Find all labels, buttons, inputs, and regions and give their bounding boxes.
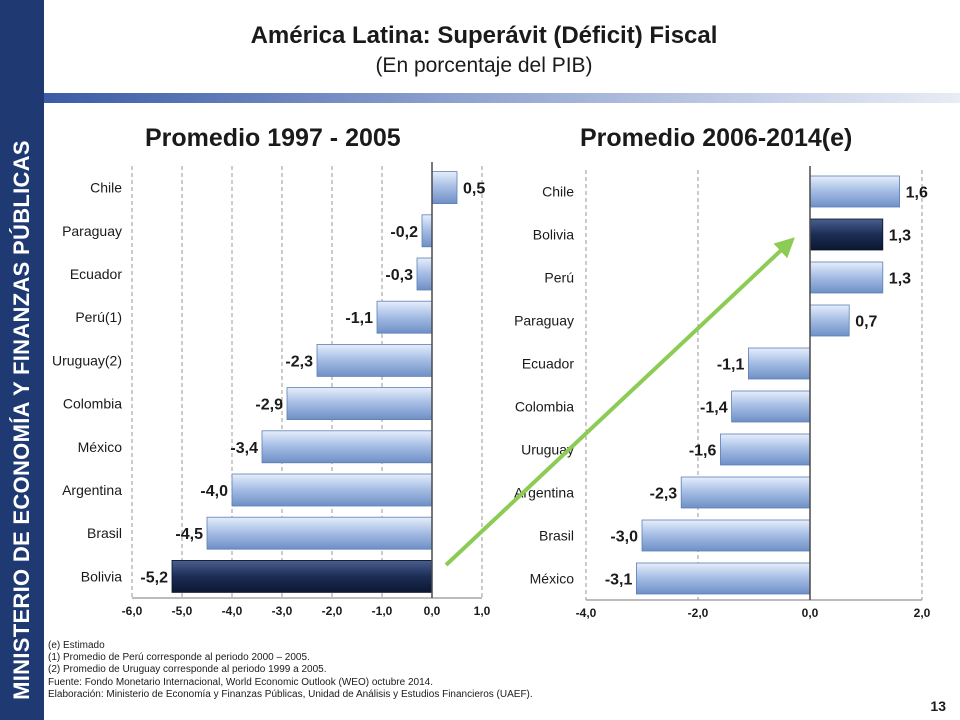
data-label: -0,2 bbox=[390, 224, 418, 241]
tick-label: -2,0 bbox=[322, 604, 343, 618]
data-label: -2,3 bbox=[285, 353, 313, 370]
bar bbox=[171, 560, 433, 593]
category-label: Chile bbox=[90, 180, 122, 196]
category-label: Bolivia bbox=[533, 227, 574, 243]
page-title: América Latina: Superávit (Déficit) Fisc… bbox=[250, 22, 718, 49]
page-subtitle: (En porcentaje del PIB) bbox=[375, 54, 593, 77]
data-label: -1,1 bbox=[717, 357, 745, 374]
footnote-peru: (1) Promedio de Perú corresponde al peri… bbox=[48, 652, 310, 664]
bar bbox=[636, 562, 811, 595]
data-label: -1,4 bbox=[700, 400, 728, 417]
data-label: 0,5 bbox=[463, 181, 485, 198]
category-label: Ecuador bbox=[522, 356, 574, 372]
tick-label: 2,0 bbox=[914, 606, 931, 620]
data-label: 1,3 bbox=[889, 228, 911, 245]
tick-label: -2,0 bbox=[688, 606, 709, 620]
data-label: -5,2 bbox=[140, 569, 168, 586]
bar bbox=[809, 175, 900, 208]
footnote-estimate: (e) Estimado bbox=[48, 640, 105, 651]
header-divider bbox=[44, 93, 960, 103]
category-label: Uruguay bbox=[521, 442, 574, 458]
tick-label: 1,0 bbox=[474, 604, 491, 618]
page-number: 13 bbox=[930, 698, 946, 714]
category-label: Perú(1) bbox=[75, 309, 122, 325]
category-label: Argentina bbox=[62, 482, 122, 498]
bar bbox=[641, 519, 811, 552]
data-label: -3,4 bbox=[230, 440, 258, 457]
bar bbox=[809, 218, 884, 251]
tick-label: -4,0 bbox=[222, 604, 243, 618]
data-label: -3,0 bbox=[610, 529, 638, 546]
data-label: -0,3 bbox=[385, 267, 413, 284]
left-chart-title: Promedio 1997 - 2005 bbox=[145, 124, 401, 152]
category-label: Brasil bbox=[87, 525, 122, 541]
category-label: Paraguay bbox=[62, 223, 122, 239]
data-label: 1,6 bbox=[906, 185, 928, 202]
bar bbox=[376, 300, 433, 334]
bar bbox=[206, 516, 433, 550]
category-label: Paraguay bbox=[514, 313, 574, 329]
category-label: Colombia bbox=[515, 399, 574, 415]
bar bbox=[261, 430, 433, 464]
bar bbox=[809, 304, 850, 337]
tick-label: -1,0 bbox=[372, 604, 393, 618]
prepared-by-note: Elaboración: Ministerio de Economía y Fi… bbox=[48, 688, 533, 700]
sidebar-band: MINISTERIO DE ECONOMÍA Y FINANZAS PÚBLIC… bbox=[0, 0, 44, 720]
data-label: 0,7 bbox=[855, 314, 877, 331]
bar bbox=[421, 214, 433, 248]
data-label: -1,1 bbox=[345, 310, 373, 327]
bar bbox=[748, 347, 811, 380]
data-label: -1,6 bbox=[689, 443, 717, 460]
bar bbox=[431, 171, 458, 205]
bar bbox=[231, 473, 433, 507]
data-label: -2,3 bbox=[650, 486, 678, 503]
bar bbox=[316, 343, 433, 377]
bar bbox=[680, 476, 811, 509]
tick-label: -3,0 bbox=[272, 604, 293, 618]
tick-label: 0,0 bbox=[424, 604, 441, 618]
data-label: -4,5 bbox=[175, 526, 203, 543]
right-chart: Chile 1,6 Bolivia 1,3 Perú 1,3 Paraguay 0,7 Ecua… bbox=[514, 166, 931, 620]
category-label: Chile bbox=[542, 184, 574, 200]
tick-label: -6,0 bbox=[122, 604, 143, 618]
category-label: México bbox=[530, 571, 575, 587]
bar bbox=[286, 387, 433, 421]
trend-arrow bbox=[444, 237, 795, 567]
category-label: Brasil bbox=[539, 528, 574, 544]
data-label: -3,1 bbox=[605, 572, 633, 589]
category-label: México bbox=[78, 439, 123, 455]
footnote-uruguay: (2) Promedio de Uruguay corresponde al p… bbox=[48, 664, 327, 676]
category-label: Bolivia bbox=[81, 568, 122, 584]
category-label: Ecuador bbox=[70, 266, 122, 282]
bar bbox=[416, 257, 433, 291]
right-chart-title: Promedio 2006-2014(e) bbox=[580, 124, 853, 152]
category-label: Perú bbox=[544, 270, 574, 286]
tick-label: -4,0 bbox=[576, 606, 597, 620]
data-label: -4,0 bbox=[200, 483, 228, 500]
tick-label: 0,0 bbox=[802, 606, 819, 620]
data-label: 1,3 bbox=[889, 271, 911, 288]
bar bbox=[720, 433, 811, 466]
data-label: -2,9 bbox=[255, 397, 283, 414]
bar bbox=[731, 390, 811, 423]
source-note: Fuente: Fondo Monetario Internacional, W… bbox=[48, 676, 434, 688]
left-chart: Chile 0,5 Paraguay -0,2 Ecuador -0,3 Perú(1) -1… bbox=[52, 162, 491, 618]
bar bbox=[809, 261, 884, 294]
tick-label: -5,0 bbox=[172, 604, 193, 618]
footnotes: (e) Estimado (1) Promedio de Perú corres… bbox=[48, 640, 533, 701]
category-label: Uruguay(2) bbox=[52, 352, 122, 368]
category-label: Colombia bbox=[63, 396, 122, 412]
